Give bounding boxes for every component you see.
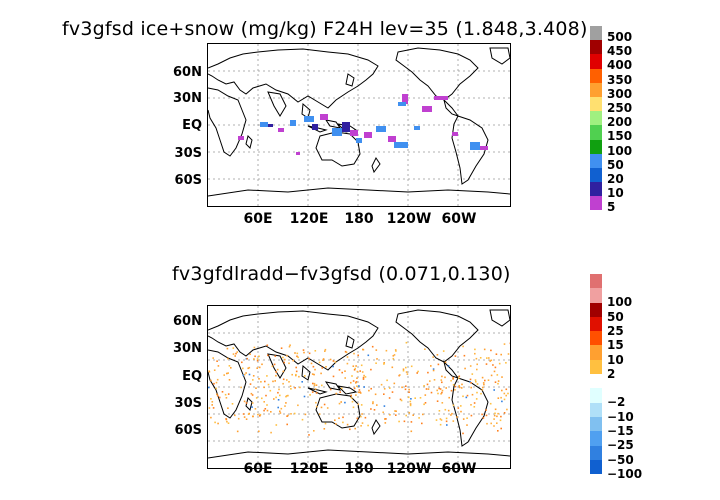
colorbar-label: 20 [607,172,624,186]
top-lon-label-120w: 120W [386,211,432,227]
colorbar-label: 450 [607,44,633,59]
colorbar-swatch [590,374,602,389]
colorbar-swatch [590,459,602,475]
colorbar-swatch [590,54,602,69]
colorbar-swatch [590,445,602,460]
colorbar-swatch [590,402,602,417]
colorbar-label: 10 [607,186,624,201]
colorbar-label: 5 [607,200,616,215]
colorbar-label: −15 [607,424,634,438]
top-lat-label-30s: 30S [174,146,202,161]
colorbar-swatch [590,359,602,375]
colorbar-swatch [590,139,602,154]
colorbar-label: 25 [607,323,624,338]
top-gridlines [208,44,510,206]
colorbar-swatch [590,68,602,83]
bottom-data-field [208,341,510,436]
top-lon-label-120e: 120E [289,211,329,227]
colorbar-label: 100 [607,295,633,310]
colorbar-label: 500 [607,30,633,44]
colorbar-swatch [590,167,602,183]
colorbar-label: 100 [607,143,633,158]
top-lat-label-30n: 30N [173,91,202,106]
bottom-map-panel [207,305,511,469]
bottom-lon-label-120w: 120W [386,461,432,477]
top-lat-label-60s: 60S [174,173,202,188]
bottom-panel-title: fv3gfdlradd−fv3gfsd (0.071,0.130) [172,263,511,285]
top-lon-label-180: 180 [344,211,374,227]
colorbar-label: −2 [607,395,626,410]
bottom-lon-label-60w: 60W [441,461,477,477]
colorbar-label: 150 [607,129,633,144]
colorbar-label: 200 [607,115,633,130]
colorbar-label: −50 [607,452,634,467]
colorbar-swatch [590,388,602,403]
bottom-lat-label-60s: 60S [174,423,202,438]
bottom-lon-label-180: 180 [344,461,374,477]
colorbar-label: 10 [607,352,624,367]
bottom-lon-label-120e: 120E [289,461,329,477]
colorbar-swatch [590,26,602,41]
bottom-lat-label-eq: EQ [182,369,202,384]
colorbar-label: 2 [607,366,616,381]
colorbar-swatch [590,96,602,112]
colorbar-label: −25 [607,438,634,453]
colorbar-swatch [590,345,602,360]
colorbar-label: −100 [607,466,643,481]
top-map-panel [207,43,511,207]
top-panel-title: fv3gfsd ice+snow (mg/kg) F24H lev=35 (1.… [62,18,588,40]
colorbar-label: −10 [607,409,634,424]
colorbar-label: 300 [607,86,633,101]
colorbar-swatch [590,316,602,332]
top-lon-label-60e: 60E [243,211,273,227]
colorbar-swatch [590,431,602,446]
bottom-lon-label-60e: 60E [243,461,273,477]
top-data-field [238,94,488,155]
colorbar-label: 250 [607,101,633,115]
colorbar-swatch [590,196,602,211]
colorbar-label: 350 [607,72,633,87]
colorbar-swatch [590,288,602,303]
top-lon-label-60w: 60W [441,211,477,227]
colorbar-label: 400 [607,58,633,73]
top-lat-label-60n: 60N [173,65,202,80]
colorbar-swatch [590,82,602,97]
colorbar-label: 15 [607,338,624,353]
bottom-lat-label-60n: 60N [173,314,202,329]
colorbar-label: 50 [607,157,624,172]
top-coastlines [208,47,510,197]
bottom-lat-label-30n: 30N [173,341,202,356]
colorbar-swatch [590,153,602,168]
colorbar-swatch [590,302,602,317]
bottom-lat-label-30s: 30S [174,396,202,411]
colorbar-swatch [590,125,602,140]
colorbar-swatch [590,111,602,126]
colorbar-swatch [590,416,602,432]
colorbar-label: 50 [607,309,624,324]
bottom-colorbar [590,274,602,475]
bottom-coastlines [208,309,510,459]
colorbar-swatch [590,331,602,346]
colorbar-swatch [590,182,602,197]
top-lat-label-eq: EQ [182,118,202,133]
top-colorbar [590,26,602,211]
colorbar-swatch [590,40,602,55]
colorbar-swatch [590,274,602,289]
